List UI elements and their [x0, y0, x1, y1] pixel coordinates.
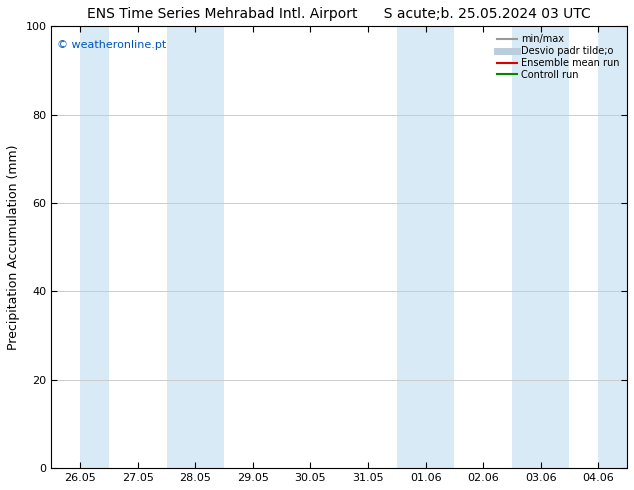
- Bar: [167, 26, 224, 468]
- Bar: [598, 26, 627, 468]
- Legend: min/max, Desvio padr tilde;o, Ensemble mean run, Controll run: min/max, Desvio padr tilde;o, Ensemble m…: [495, 31, 622, 83]
- Text: © weatheronline.pt: © weatheronline.pt: [57, 40, 166, 49]
- Bar: [397, 26, 455, 468]
- Bar: [512, 26, 569, 468]
- Title: ENS Time Series Mehrabad Intl. Airport      S acute;b. 25.05.2024 03 UTC: ENS Time Series Mehrabad Intl. Airport S…: [87, 7, 591, 21]
- Y-axis label: Precipitation Accumulation (mm): Precipitation Accumulation (mm): [7, 145, 20, 350]
- Bar: [80, 26, 109, 468]
